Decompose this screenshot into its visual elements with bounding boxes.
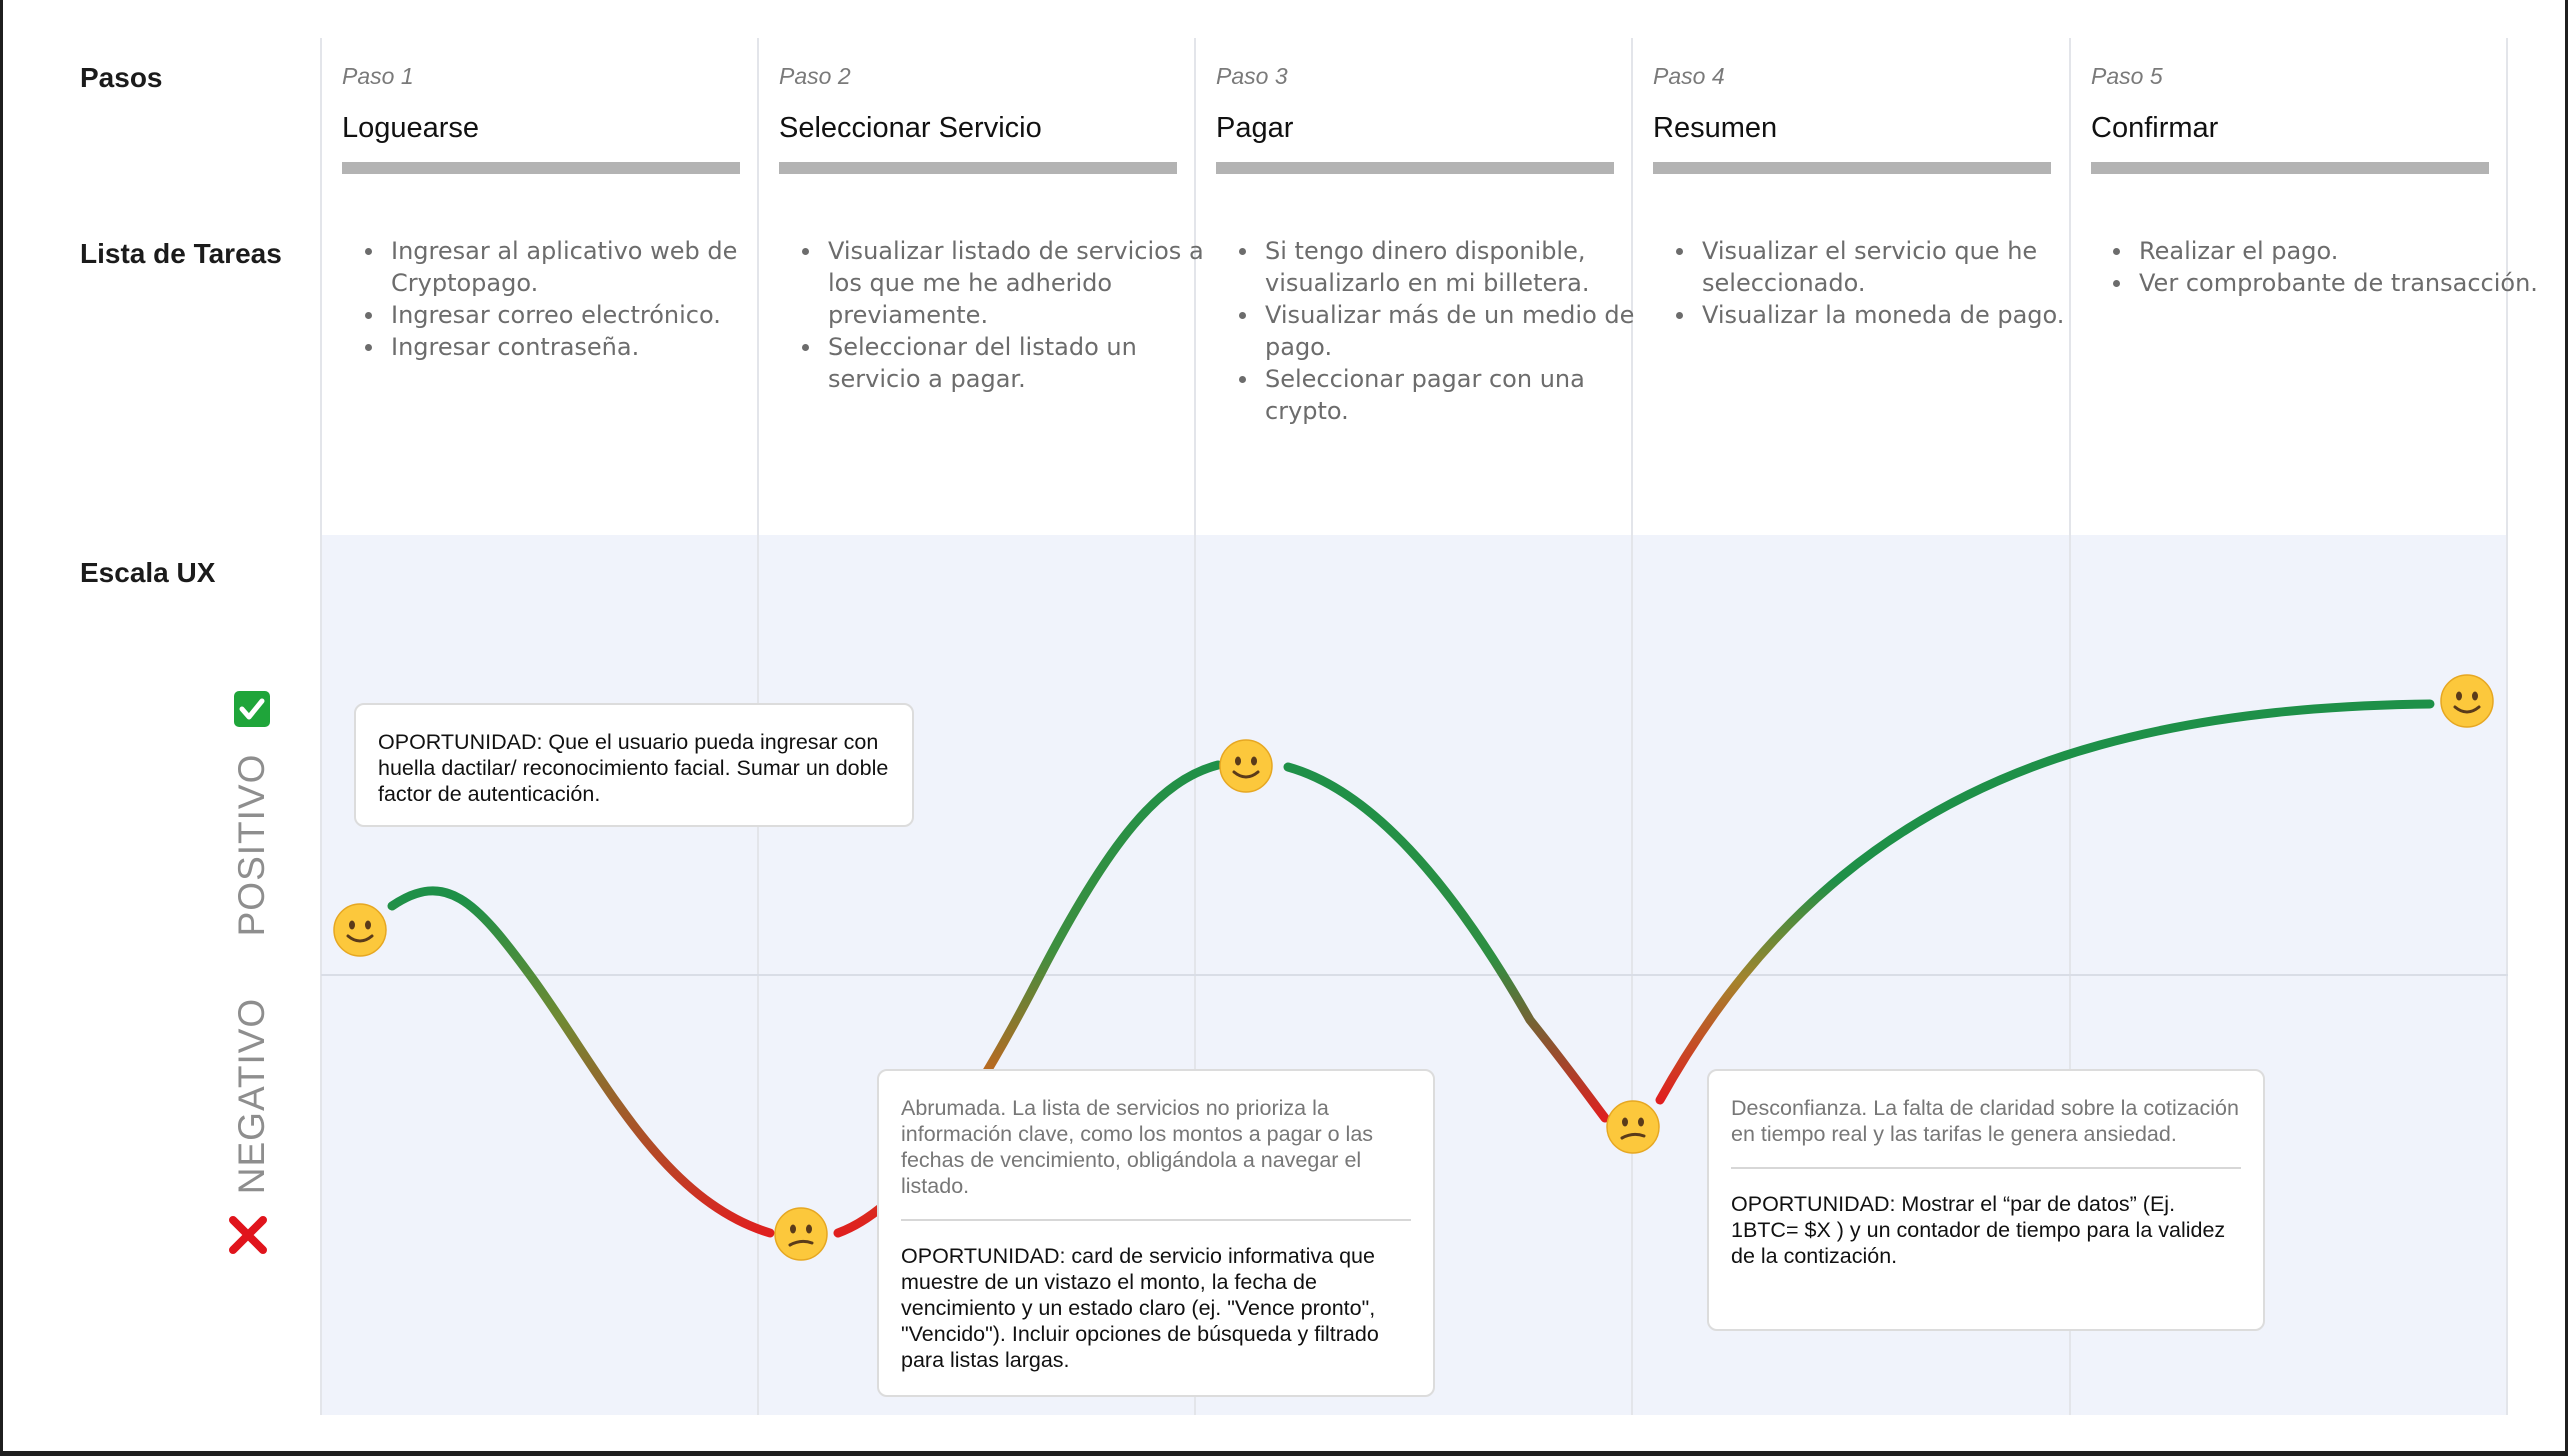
step-5: Paso 5 Confirmar [2091, 58, 2489, 174]
step-progress-bar [2091, 162, 2489, 174]
column-divider [1194, 38, 1196, 1415]
curve-segment-step3-step4 [1283, 762, 1610, 1123]
curve-segment-step4-step5 [1655, 699, 2435, 1105]
neutral-baseline [321, 974, 2508, 976]
slightly-smiling-face-icon [1219, 739, 1273, 793]
task-item: Seleccionar pagar con una crypto. [1239, 363, 1651, 427]
task-list-step-1: Ingresar al aplicativo web de Cryptopago… [355, 235, 777, 363]
check-icon [234, 691, 270, 727]
step-name: Loguearse [342, 112, 480, 144]
column-divider [2069, 38, 2071, 1415]
step-progress-bar [1216, 162, 1614, 174]
step-1: Paso 1 Loguearse [342, 58, 740, 174]
step-3: Paso 3 Pagar [1216, 58, 1614, 174]
pain-point-text: Abrumada. La lista de servicios no prior… [901, 1096, 1374, 1198]
step-number: Paso 5 [2091, 63, 2163, 89]
opportunity-text: OPORTUNIDAD: Que el usuario pueda ingres… [378, 730, 889, 806]
row-label-steps: Pasos [80, 62, 163, 93]
card-divider [1731, 1167, 2241, 1169]
step-progress-bar [342, 162, 740, 174]
step-progress-bar [779, 162, 1177, 174]
task-item: Visualizar la moneda de pago. [1676, 299, 2088, 331]
task-list-step-5: Realizar el pago. Ver comprobante de tra… [2103, 235, 2545, 299]
insight-card-step-2: Abrumada. La lista de servicios no prior… [877, 1069, 1435, 1397]
step-name: Resumen [1653, 112, 1778, 144]
step-number: Paso 4 [1653, 63, 1725, 89]
task-item: Ingresar al aplicativo web de Cryptopago… [365, 235, 777, 299]
column-divider [2506, 38, 2508, 1415]
step-name: Seleccionar Servicio [779, 112, 1042, 144]
task-item: Seleccionar del listado un servicio a pa… [802, 331, 1214, 395]
task-list-step-2: Visualizar listado de servicios a los qu… [792, 235, 1214, 395]
task-list-step-4: Visualizar el servicio que he selecciona… [1666, 235, 2088, 331]
column-divider [1631, 38, 1633, 1415]
column-divider [320, 38, 322, 1415]
step-number: Paso 1 [342, 63, 414, 89]
step-number: Paso 2 [779, 63, 851, 89]
task-item: Realizar el pago. [2113, 235, 2545, 267]
task-item: Visualizar listado de servicios a los qu… [802, 235, 1214, 331]
task-item: Ver comprobante de transacción. [2113, 267, 2545, 299]
task-list-step-3: Si tengo dinero disponible, visualizarlo… [1229, 235, 1651, 427]
slightly-smiling-face-icon [333, 903, 387, 957]
confused-face-icon [1606, 1100, 1660, 1154]
curve-segment-step1-step2 [387, 886, 775, 1238]
row-label-ux-scale: Escala UX [80, 557, 216, 588]
step-name: Pagar [1216, 112, 1294, 144]
step-progress-bar [1653, 162, 2051, 174]
cross-icon [229, 1216, 267, 1254]
task-item: Si tengo dinero disponible, visualizarlo… [1239, 235, 1651, 299]
card-divider [901, 1219, 1411, 1221]
opportunity-text: OPORTUNIDAD: card de servicio informativ… [901, 1244, 1379, 1372]
step-4: Paso 4 Resumen [1653, 58, 2051, 174]
step-number: Paso 3 [1216, 63, 1288, 89]
opportunity-card-step-1: OPORTUNIDAD: Que el usuario pueda ingres… [354, 703, 914, 827]
task-item: Visualizar el servicio que he selecciona… [1676, 235, 2088, 299]
pain-point-text: Desconfianza. La falta de claridad sobre… [1731, 1096, 2239, 1146]
step-name: Confirmar [2091, 112, 2219, 144]
task-item: Ingresar contraseña. [365, 331, 777, 363]
confused-face-icon [774, 1207, 828, 1261]
slightly-smiling-face-icon [2440, 674, 2494, 728]
task-item: Ingresar correo electrónico. [365, 299, 777, 331]
row-label-tasks: Lista de Tareas [80, 238, 282, 269]
task-item: Visualizar más de un medio de pago. [1239, 299, 1651, 363]
step-2: Paso 2 Seleccionar Servicio [779, 58, 1177, 174]
insight-card-step-4: Desconfianza. La falta de claridad sobre… [1707, 1069, 2265, 1331]
opportunity-text: OPORTUNIDAD: Mostrar el “par de datos” (… [1731, 1192, 2226, 1268]
